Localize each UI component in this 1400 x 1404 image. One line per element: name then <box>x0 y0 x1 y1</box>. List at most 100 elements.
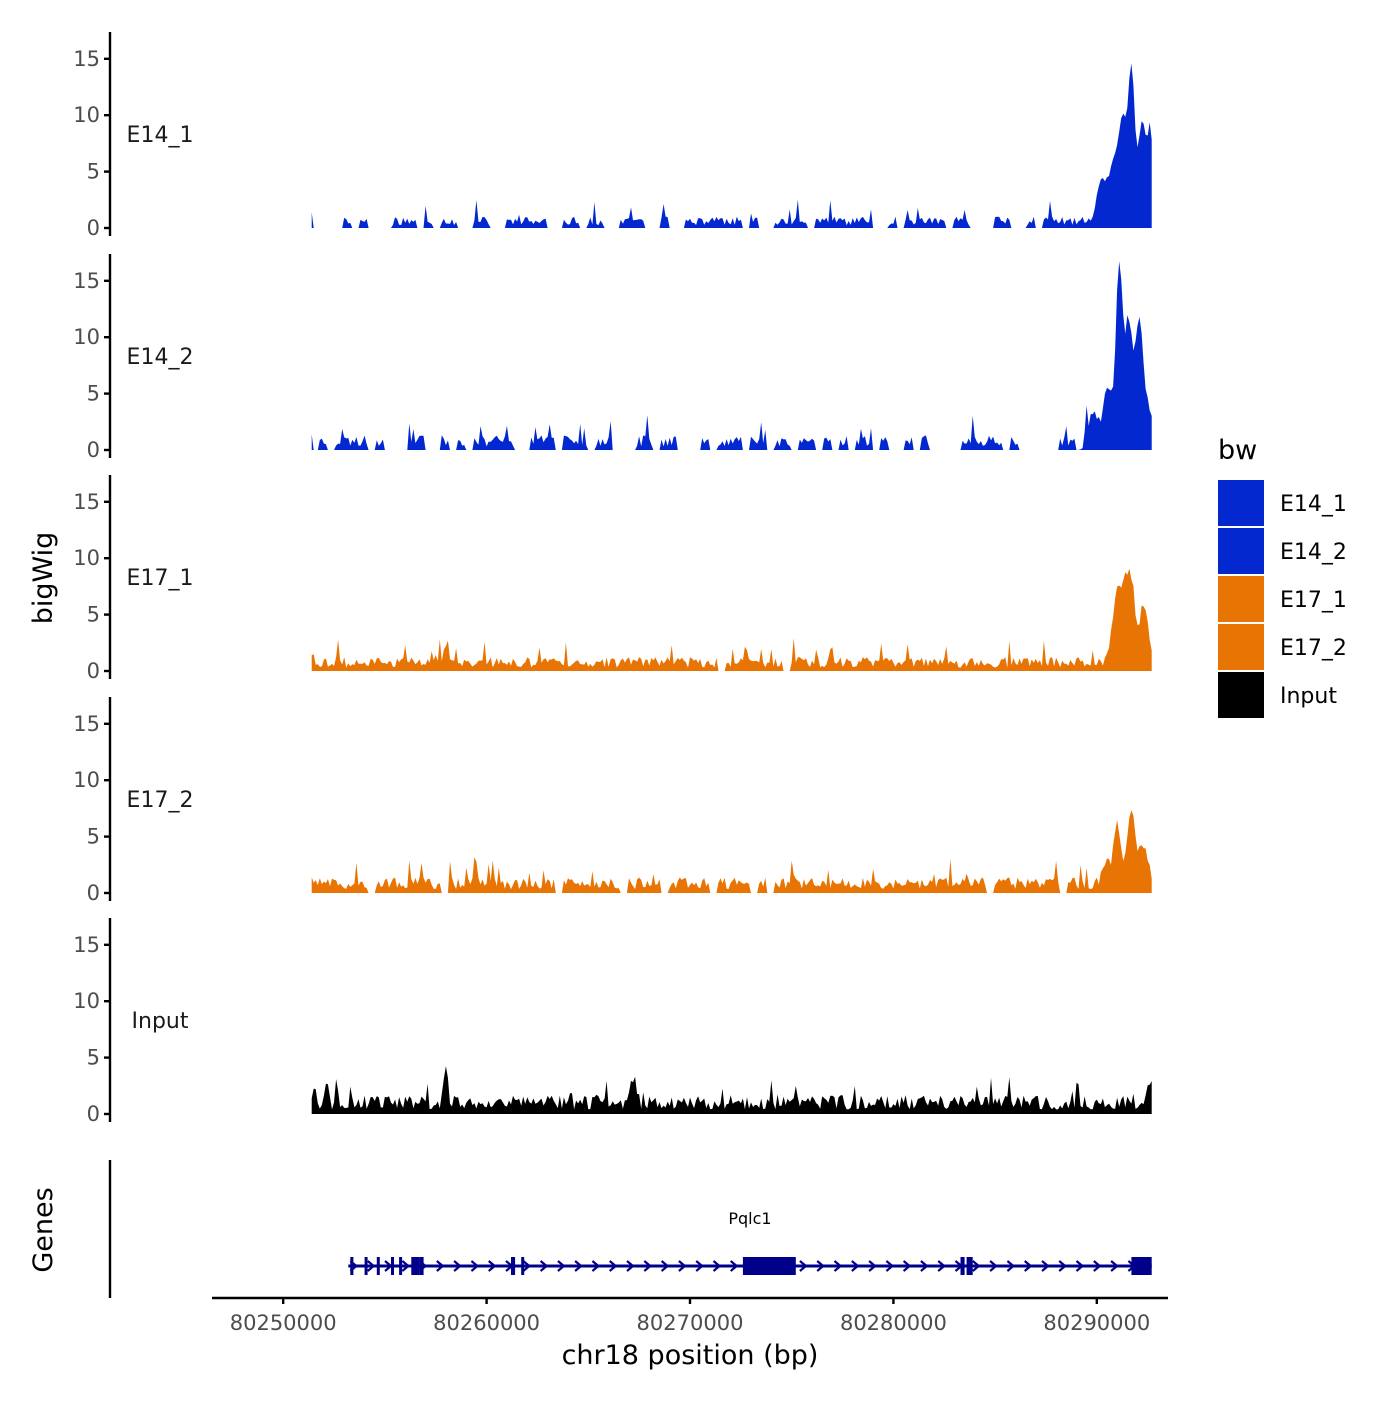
strand-arrow <box>1041 1260 1050 1272</box>
strand-arrow <box>522 1260 532 1272</box>
strand-arrow <box>608 1260 618 1272</box>
y-tick-label: 5 <box>87 825 100 849</box>
y-tick-label: 10 <box>73 768 100 792</box>
y-tick-label: 5 <box>87 603 100 627</box>
strand-arrow <box>1023 1260 1033 1272</box>
track-label-E17_1: E17_1 <box>127 566 194 591</box>
y-tick-label: 10 <box>73 989 100 1013</box>
coverage-area-E14_2 <box>311 261 1152 450</box>
strand-arrow <box>712 1260 722 1272</box>
y-tick-label: 10 <box>73 103 100 127</box>
legend-title: bw <box>1218 435 1257 466</box>
gene-name-label: Pqlc1 <box>728 1209 771 1228</box>
strand-arrow <box>1093 1260 1102 1272</box>
y-tick-label: 5 <box>87 382 100 406</box>
legend-swatch-E17_2 <box>1218 624 1264 670</box>
strand-arrow <box>816 1260 825 1272</box>
legend-swatch-E14_2 <box>1218 528 1264 574</box>
genes-panel: Pqlc1 <box>108 1160 1152 1298</box>
strand-arrow <box>643 1260 653 1272</box>
strand-arrow <box>989 1260 998 1272</box>
y-tick-label: 0 <box>87 1102 100 1126</box>
legend-label-E17_1: E17_1 <box>1280 588 1347 613</box>
genes-axis-title: Genes <box>28 1187 59 1272</box>
y-tick-label: 15 <box>73 933 100 957</box>
tracks-group: 0 5 10 15 E14_1 0 5 10 15 E14_2 0 5 10 15 E17_1 0 5 10 15 E… <box>73 32 1152 1126</box>
strand-arrow <box>885 1260 895 1272</box>
track-label-E17_2: E17_2 <box>127 788 194 813</box>
x-tick-label: 80270000 <box>637 1311 744 1335</box>
strand-arrow <box>868 1260 877 1272</box>
y-tick-label: 15 <box>73 269 100 293</box>
legend-label-E14_1: E14_1 <box>1280 492 1347 517</box>
y-tick-label: 10 <box>73 325 100 349</box>
y-tick-label: 0 <box>87 438 100 462</box>
legend-label-E17_2: E17_2 <box>1280 636 1347 661</box>
gene-exon <box>521 1257 525 1275</box>
gene-exon <box>411 1257 420 1275</box>
strand-arrow <box>972 1260 981 1272</box>
strand-arrow <box>453 1260 462 1272</box>
strand-arrow <box>1110 1260 1119 1272</box>
strand-arrow <box>920 1260 929 1272</box>
strand-arrow <box>678 1260 687 1272</box>
x-tick-label: 80250000 <box>230 1311 337 1335</box>
x-tick-label: 80290000 <box>1043 1311 1150 1335</box>
y-tick-label: 15 <box>73 712 100 736</box>
gene-exon <box>376 1257 380 1275</box>
y-tick-label: 15 <box>73 490 100 514</box>
gene-exon <box>511 1257 516 1275</box>
coverage-area-E14_1 <box>311 63 1152 229</box>
gene-exon <box>1131 1257 1152 1275</box>
gene-exon <box>960 1257 965 1275</box>
track-E17_1: 0 5 10 15 E17_1 <box>73 475 1152 683</box>
legend: bw E14_1 E14_2 E17_1 E17_2 Input <box>1218 435 1347 718</box>
gene-exon <box>391 1257 394 1275</box>
track-E14_2: 0 5 10 15 E14_2 <box>73 254 1152 462</box>
strand-arrow <box>729 1260 739 1272</box>
gene-exon <box>419 1257 424 1275</box>
track-E17_2: 0 5 10 15 E17_2 <box>73 697 1152 905</box>
strand-arrow <box>833 1260 843 1272</box>
gene-exon <box>350 1257 354 1275</box>
strand-arrow <box>401 1260 411 1272</box>
y-tick-label: 0 <box>87 216 100 240</box>
track-label-E14_2: E14_2 <box>127 345 194 370</box>
strand-arrow <box>487 1260 497 1272</box>
strand-arrow <box>695 1260 704 1272</box>
strand-arrow <box>799 1260 808 1272</box>
gene-exon <box>966 1257 973 1275</box>
gene-exon <box>742 1257 796 1275</box>
strand-arrow <box>366 1260 376 1272</box>
y-axis-title: bigWig <box>28 532 59 625</box>
legend-swatch-E14_1 <box>1218 480 1264 526</box>
strand-arrow <box>902 1260 912 1272</box>
y-tick-label: 10 <box>73 546 100 570</box>
strand-arrow <box>574 1260 583 1272</box>
x-axis-title: chr18 position (bp) <box>562 1340 819 1371</box>
gene-exon <box>364 1257 368 1275</box>
y-tick-label: 5 <box>87 1046 100 1070</box>
legend-swatch-E17_1 <box>1218 576 1264 622</box>
strand-arrow <box>591 1260 601 1272</box>
strand-arrow <box>1075 1260 1085 1272</box>
track-label-E14_1: E14_1 <box>127 123 194 148</box>
strand-arrow <box>1058 1260 1067 1272</box>
track-label-Input: Input <box>132 1009 189 1034</box>
y-tick-label: 0 <box>87 881 100 905</box>
y-tick-label: 5 <box>87 160 100 184</box>
strand-arrow <box>557 1260 566 1272</box>
legend-label-Input: Input <box>1280 684 1337 709</box>
legend-label-E14_2: E14_2 <box>1280 540 1347 565</box>
strand-arrow <box>539 1260 549 1272</box>
strand-arrow <box>937 1260 946 1272</box>
track-Input: 0 5 10 15 Input <box>73 918 1152 1126</box>
strand-arrow <box>436 1260 445 1272</box>
strand-arrow <box>660 1260 670 1272</box>
strand-arrow <box>470 1260 480 1272</box>
legend-swatch-Input <box>1218 672 1264 718</box>
strand-arrow <box>851 1260 860 1272</box>
strand-arrow <box>1006 1260 1016 1272</box>
gene-exon <box>399 1257 403 1275</box>
